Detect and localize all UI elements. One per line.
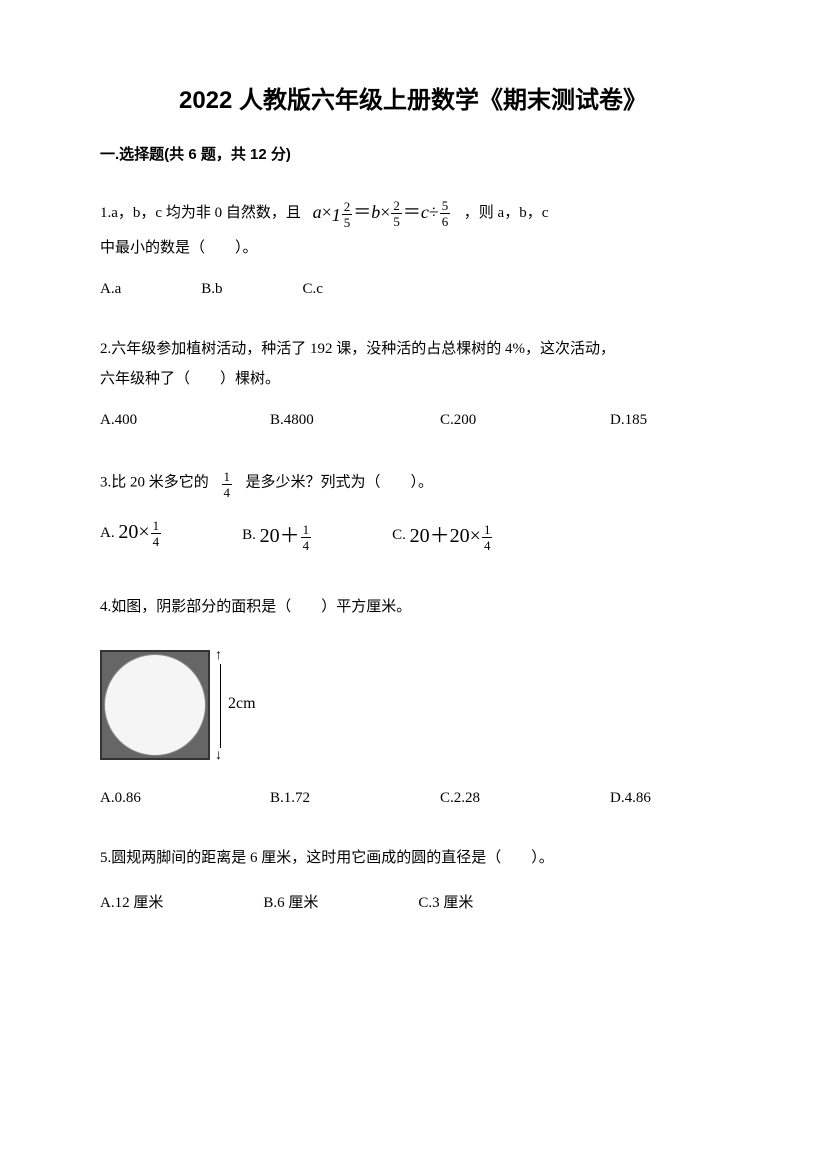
q3-option-c[interactable]: C. 20＋20×14 [392, 519, 493, 552]
q1-line2: 中最小的数是（ ）。 [100, 233, 726, 263]
q1-frac3-num: 5 [440, 199, 451, 214]
q3-opt-b-den: 4 [301, 538, 312, 552]
q3-opt-a-label: A. [100, 525, 115, 541]
q1-op-eq2: ＝ [403, 202, 421, 222]
q4-arrow-bottom: ↓ [215, 748, 222, 764]
q1-frac2: 25 [391, 199, 402, 228]
q1-formula: a×125＝b×25＝c÷56 [305, 202, 464, 222]
question-4: 4.如图，阴影部分的面积是（ ）平方厘米。 [100, 592, 726, 622]
q3-opt-c-num: 1 [482, 523, 493, 538]
q4-option-c[interactable]: C.2.28 [440, 790, 570, 807]
q2-line2: 六年级种了（ ）棵树。 [100, 364, 726, 394]
section-header: 一.选择题(共 6 题，共 12 分) [100, 143, 726, 164]
q1-op-div: ÷ [429, 202, 439, 222]
q1-mixed-fraction: 125 [332, 195, 354, 233]
q1-option-c[interactable]: C.c [303, 281, 323, 298]
q1-var-c: c [421, 202, 429, 222]
question-1: 1.a，b，c 均为非 0 自然数，且 a×125＝b×25＝c÷56 ，则 a… [100, 194, 726, 263]
q3-opt-c-den: 4 [482, 538, 493, 552]
q3-suffix: 是多少米？列式为（ ）。 [246, 474, 434, 490]
q3-opt-b-label: B. [242, 527, 256, 543]
q5-option-b[interactable]: B.6 厘米 [263, 891, 318, 912]
q1-var-a: a [313, 202, 322, 222]
q1-prefix: 1.a，b，c 均为非 0 自然数，且 [100, 205, 301, 221]
q2-option-d[interactable]: D.185 [610, 412, 740, 429]
q2-options: A.400 B.4800 C.200 D.185 [100, 412, 726, 429]
q1-mixed-num: 2 [342, 200, 353, 215]
q3-opt-a-base: 20× [118, 521, 149, 543]
q3-options: A. 20×14 B. 20＋14 C. 20＋20×14 [100, 519, 726, 552]
q3-opt-a-den: 4 [151, 534, 162, 548]
q4-figure-label: 2cm [228, 695, 256, 713]
q3-opt-a-frac: 14 [151, 519, 162, 548]
q3-option-a[interactable]: A. 20×14 [100, 519, 162, 552]
q1-frac2-den: 5 [391, 214, 402, 228]
q1-mixed-whole: 1 [332, 205, 341, 225]
q1-suffix: ，则 a，b，c [464, 205, 549, 221]
q3-opt-c-label: C. [392, 527, 406, 543]
q1-mixed-den: 5 [342, 215, 353, 229]
q3-opt-c-base: 20＋20× [410, 525, 481, 547]
q5-text: 5.圆规两脚间的距离是 6 厘米，这时用它画成的圆的直径是（ ）。 [100, 850, 554, 866]
q2-option-a[interactable]: A.400 [100, 412, 230, 429]
q4-options: A.0.86 B.1.72 C.2.28 D.4.86 [100, 790, 726, 807]
q1-option-b[interactable]: B.b [201, 281, 222, 298]
q1-options: A.a B.b C.c [100, 281, 726, 298]
q3-opt-b-num: 1 [301, 523, 312, 538]
q4-option-a[interactable]: A.0.86 [100, 790, 230, 807]
q2-line1: 2.六年级参加植树活动，种活了 192 课，没种活的占总棵树的 4%，这次活动， [100, 334, 726, 364]
q4-text: 4.如图，阴影部分的面积是（ ）平方厘米。 [100, 599, 411, 615]
q3-opt-c-frac: 14 [482, 523, 493, 552]
q5-option-a[interactable]: A.12 厘米 [100, 891, 163, 912]
q3-frac-den: 4 [222, 485, 233, 499]
q1-op-times1: × [322, 202, 332, 222]
q1-frac2-num: 2 [391, 199, 402, 214]
q2-option-b[interactable]: B.4800 [270, 412, 400, 429]
q4-circle [104, 654, 206, 756]
q4-option-d[interactable]: D.4.86 [610, 790, 740, 807]
q3-option-b[interactable]: B. 20＋14 [242, 519, 312, 552]
q3-opt-a-num: 1 [151, 519, 162, 534]
q1-option-a[interactable]: A.a [100, 281, 121, 298]
q1-frac3: 56 [440, 199, 451, 228]
q5-options: A.12 厘米 B.6 厘米 C.3 厘米 [100, 891, 726, 912]
q1-var-b: b [371, 202, 380, 222]
q3-opt-b-frac: 14 [301, 523, 312, 552]
q3-opt-b-base: 20＋ [260, 525, 300, 547]
q3-frac-num: 1 [222, 470, 233, 485]
q4-figure: ↑ ↓ 2cm [100, 640, 260, 770]
question-2: 2.六年级参加植树活动，种活了 192 课，没种活的占总棵树的 4%，这次活动，… [100, 334, 726, 394]
q4-option-b[interactable]: B.1.72 [270, 790, 400, 807]
q1-op-eq1: ＝ [353, 202, 371, 222]
q4-arrow-top: ↑ [215, 648, 222, 664]
q4-measure-line [220, 664, 221, 748]
question-5: 5.圆规两脚间的距离是 6 厘米，这时用它画成的圆的直径是（ ）。 [100, 843, 726, 873]
q1-frac3-den: 6 [440, 214, 451, 228]
q3-prefix: 3.比 20 米多它的 [100, 474, 209, 490]
question-3: 3.比 20 米多它的 14 是多少米？列式为（ ）。 [100, 465, 726, 501]
q3-fraction: 14 [222, 470, 233, 499]
page-title: 2022 人教版六年级上册数学《期末测试卷》 [100, 80, 726, 115]
q2-option-c[interactable]: C.200 [440, 412, 570, 429]
q5-option-c[interactable]: C.3 厘米 [418, 891, 473, 912]
q1-op-times2: × [380, 202, 390, 222]
